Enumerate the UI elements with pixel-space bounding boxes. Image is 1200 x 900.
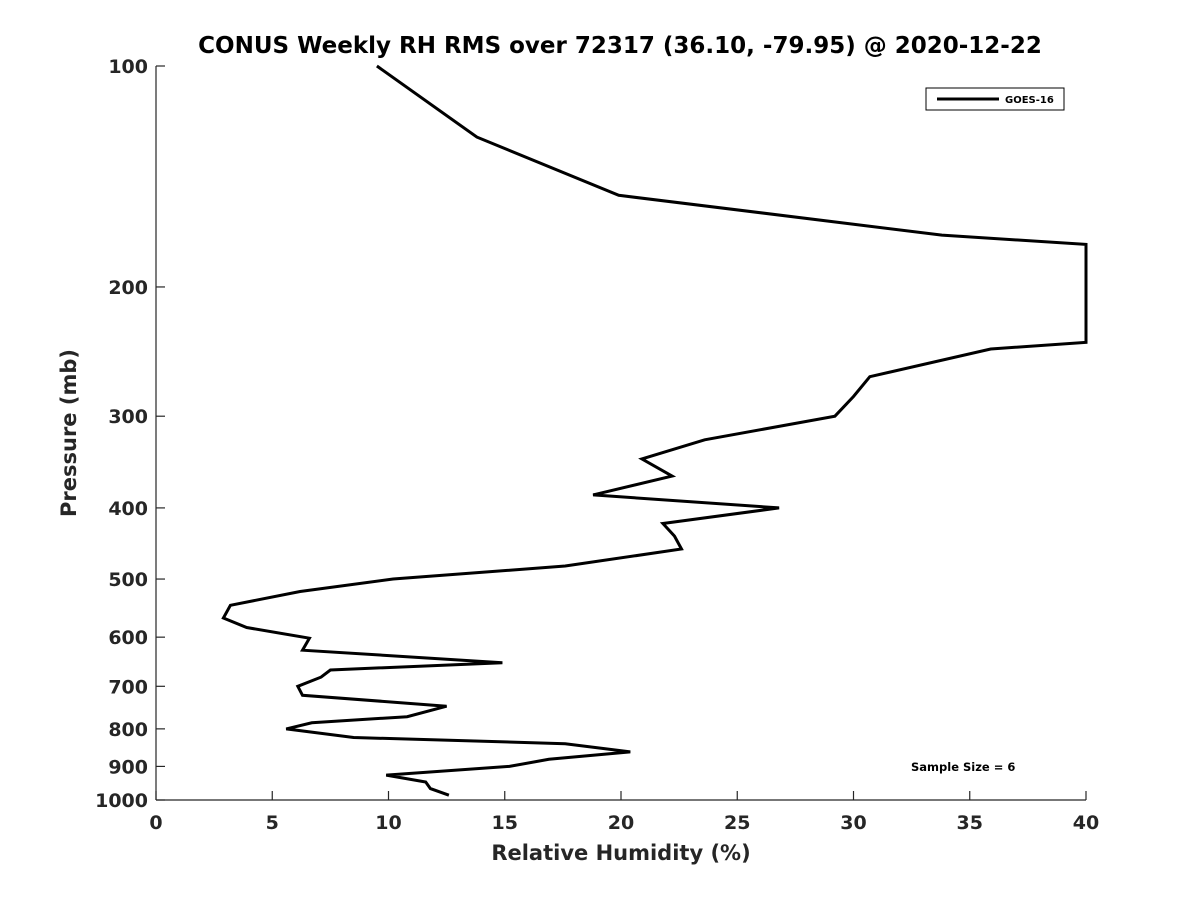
x-axis-label: Relative Humidity (%) xyxy=(491,841,750,865)
y-tick-label: 200 xyxy=(108,277,148,299)
series-line-goes-16 xyxy=(221,64,1088,797)
y-axis-ticks: 100 200 300 400 500 600 700 800 900 1000 xyxy=(95,56,165,812)
y-tick-label: 1000 xyxy=(95,790,148,812)
sample-size-annotation: Sample Size = 6 xyxy=(911,760,1015,774)
y-tick-label: 500 xyxy=(108,569,148,591)
y-axis-label: Pressure (mb) xyxy=(57,349,81,517)
y-tick-label: 100 xyxy=(108,56,148,78)
y-tick-label: 900 xyxy=(108,756,148,778)
x-tick-label: 40 xyxy=(1073,812,1099,834)
x-axis-ticks: 0 5 10 15 20 25 30 35 40 xyxy=(149,791,1099,834)
y-tick-label: 400 xyxy=(108,498,148,520)
y-tick-label: 800 xyxy=(108,719,148,741)
x-tick-label: 35 xyxy=(957,812,983,834)
x-tick-label: 15 xyxy=(492,812,518,834)
chart-title: CONUS Weekly RH RMS over 72317 (36.10, -… xyxy=(198,33,1042,59)
legend-label-goes-16: GOES-16 xyxy=(1005,95,1054,106)
x-tick-label: 20 xyxy=(608,812,634,834)
x-tick-label: 10 xyxy=(375,812,401,834)
y-tick-label: 600 xyxy=(108,627,148,649)
x-tick-label: 30 xyxy=(840,812,866,834)
x-tick-label: 5 xyxy=(266,812,279,834)
legend: GOES-16 xyxy=(925,87,1065,111)
x-tick-label: 25 xyxy=(724,812,750,834)
x-tick-label: 0 xyxy=(149,812,162,834)
series-layer xyxy=(221,64,1088,797)
y-tick-label: 300 xyxy=(108,406,148,428)
y-tick-label: 700 xyxy=(108,676,148,698)
